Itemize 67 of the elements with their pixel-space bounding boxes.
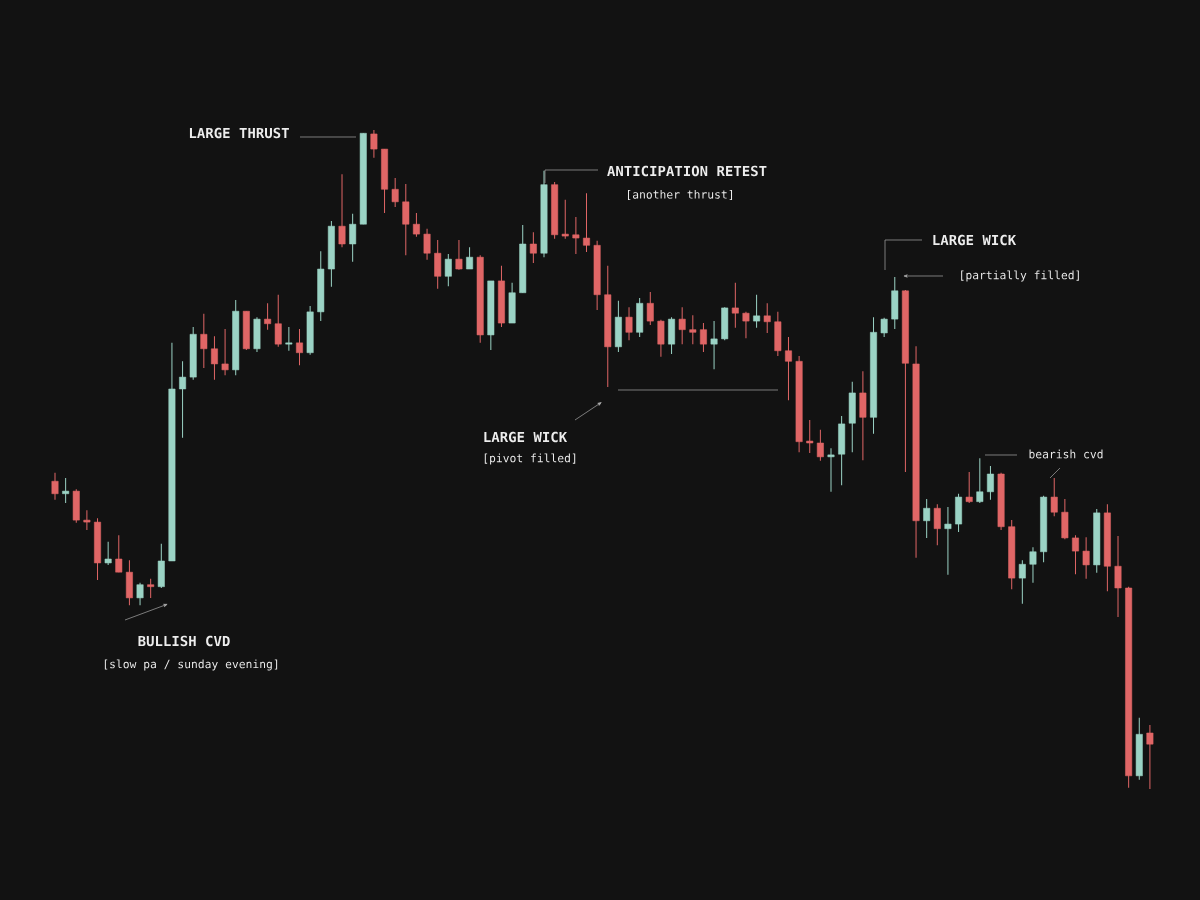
- candlestick: [264, 302, 272, 331]
- candlestick: [402, 183, 410, 256]
- candlestick: [391, 177, 399, 208]
- candlestick: [179, 360, 187, 439]
- candlestick: [572, 216, 580, 255]
- candlestick: [274, 294, 282, 348]
- candlestick: [104, 541, 112, 566]
- candlestick: [1146, 724, 1154, 790]
- candlestick: [699, 322, 707, 353]
- candlestick: [51, 472, 59, 501]
- candlestick: [976, 457, 984, 504]
- annotation: LARGE WICK: [484, 431, 568, 443]
- candlestick: [583, 192, 590, 253]
- candlestick: [466, 246, 474, 270]
- candlestick: [785, 336, 792, 401]
- candlestick: [986, 465, 994, 501]
- candlestick: [689, 314, 697, 345]
- annotation: [partially filled]: [961, 270, 1079, 282]
- annotation: [another thrust]: [627, 189, 733, 201]
- candlestick: [83, 509, 91, 531]
- candlestick: [434, 239, 442, 290]
- candlestick: [221, 328, 229, 376]
- annotation: [slow pa / sunday evening]: [104, 659, 278, 671]
- candlestick: [561, 199, 569, 240]
- candlestick: [710, 320, 718, 370]
- annotation: ANTICIPATION RETEST: [607, 165, 767, 177]
- candlestick: [763, 302, 771, 334]
- candlestick: [944, 506, 952, 576]
- candlestick: [370, 129, 378, 159]
- candlestick: [529, 231, 537, 264]
- annotation: LARGE WICK: [933, 234, 1017, 246]
- candlestick: [965, 471, 973, 504]
- candlestick: [827, 447, 835, 493]
- candlestick: [136, 582, 144, 606]
- candlestick: [1082, 536, 1090, 580]
- candlestick: [806, 419, 814, 454]
- candlestick: [657, 319, 665, 358]
- candlestick: [1072, 534, 1079, 575]
- candlestick: [147, 578, 155, 599]
- candlestick: [349, 213, 357, 263]
- candlestick: [211, 335, 218, 381]
- candlestick: [933, 503, 941, 546]
- candlestick: [646, 291, 654, 326]
- candlestick: [731, 282, 739, 329]
- candlestick: [423, 228, 431, 261]
- annotation: LARGE THRUST: [189, 127, 289, 139]
- candlestick: [1018, 559, 1026, 605]
- candlestick: [455, 239, 463, 271]
- candlestick: [625, 306, 633, 341]
- candlestick: [115, 534, 123, 573]
- candlestick: [816, 429, 824, 462]
- candlestick: [296, 328, 303, 366]
- candlestick: [412, 212, 420, 238]
- candlestick: [62, 477, 70, 504]
- annotation: bearish cvd: [1029, 449, 1103, 459]
- candlestick: [1114, 535, 1122, 618]
- candlestick: [753, 294, 761, 329]
- candlestick: [1029, 546, 1037, 584]
- annotation: BULLISH CVD: [138, 635, 230, 647]
- candlestick: [742, 311, 750, 339]
- candlestick: [338, 173, 346, 248]
- candlestick: [200, 313, 208, 369]
- candlestick: [923, 498, 931, 539]
- annotation: [pivot filled]: [484, 453, 576, 465]
- candlestick: [678, 306, 686, 345]
- candlestick: [285, 326, 293, 352]
- candlestick: [444, 253, 452, 287]
